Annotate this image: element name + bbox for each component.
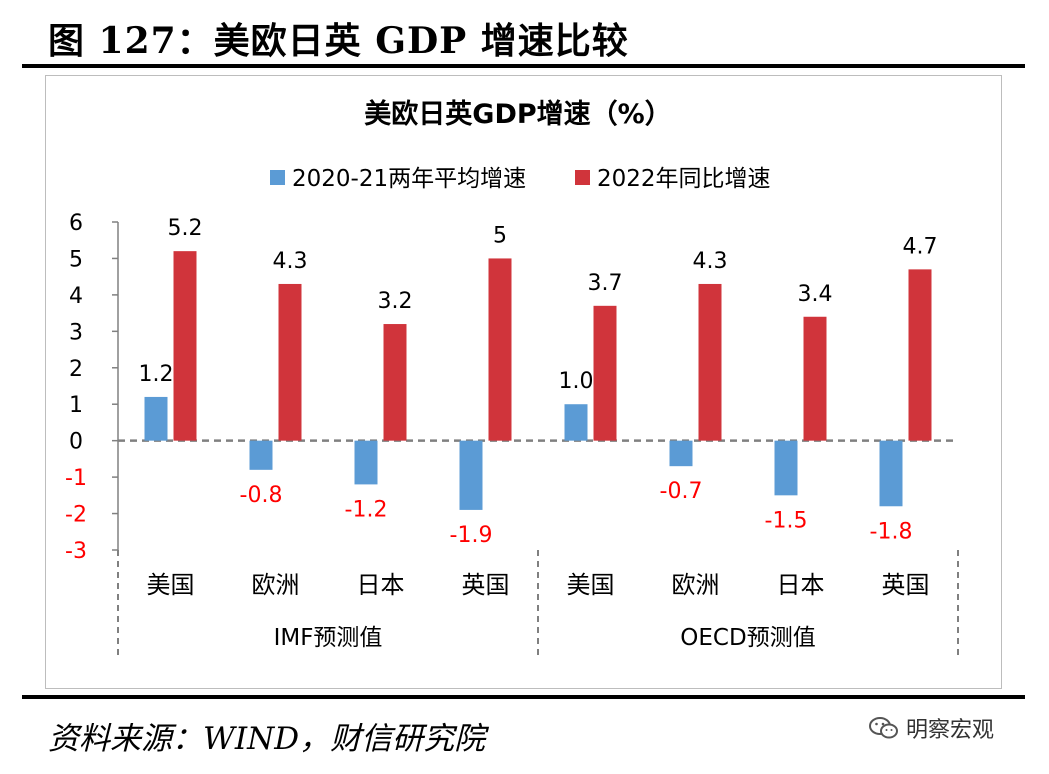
x-category-label: 日本 <box>777 571 825 599</box>
data-label: 4.7 <box>903 234 938 259</box>
y-tick-label: 3 <box>69 320 83 345</box>
x-category-label: 欧洲 <box>252 571 300 599</box>
bar-series2 <box>803 316 827 441</box>
bar-series1 <box>564 404 588 441</box>
y-tick-label: 1 <box>69 393 83 418</box>
x-category-label: 美国 <box>147 571 195 599</box>
data-label: -1.9 <box>450 523 493 548</box>
data-label: 4.3 <box>273 249 308 274</box>
x-category-label: 英国 <box>462 571 510 599</box>
y-tick-label: -1 <box>65 466 87 491</box>
bar-series1 <box>879 440 903 507</box>
chart-title: 美欧日英GDP增速（%） <box>364 98 671 130</box>
data-label: 5.2 <box>168 216 203 241</box>
wechat-icon <box>869 717 898 739</box>
bars: 1.2 -0.8 -1.2 -1.9 1.0 -0.7 -1.5 -1.8 5.2 4.3 3.2 5… <box>139 216 938 548</box>
bar-series2 <box>278 283 302 441</box>
data-label: 1.2 <box>139 362 174 387</box>
x-category-label: 英国 <box>882 571 930 599</box>
y-tick-label: -2 <box>65 503 87 528</box>
legend-label-series1: 2020-21两年平均增速 <box>292 166 526 192</box>
data-label: -1.8 <box>870 519 913 544</box>
y-tick-label: 4 <box>69 284 83 309</box>
y-tick-label: 2 <box>69 357 83 382</box>
bar-series1 <box>144 396 168 441</box>
watermark-text: 明察宏观 <box>906 718 995 743</box>
legend-label-series2: 2022年同比增速 <box>597 166 771 192</box>
x-category-label: 美国 <box>567 571 615 599</box>
y-tick-label: 0 <box>69 430 83 455</box>
y-tick-label: -3 <box>65 539 87 564</box>
source-note: 资料来源：WIND，财信研究院 <box>48 721 486 757</box>
bar-series2 <box>173 251 197 441</box>
x-category-label: 欧洲 <box>672 571 720 599</box>
bar-series2 <box>383 324 407 441</box>
bar-series2 <box>698 283 722 441</box>
bar-series2 <box>908 269 932 441</box>
data-label: -0.7 <box>660 479 703 504</box>
chart-frame <box>45 75 1002 689</box>
x-group-label: IMF预测值 <box>274 625 383 651</box>
y-tick-label: 5 <box>69 247 83 272</box>
data-label: -1.5 <box>765 508 808 533</box>
legend-swatch-series1 <box>270 170 285 185</box>
data-label: 3.4 <box>798 282 833 307</box>
data-label: 4.3 <box>693 249 728 274</box>
data-label: 3.2 <box>378 289 413 314</box>
data-label: -1.2 <box>345 497 388 522</box>
bar-series2 <box>488 258 512 441</box>
data-label: 5 <box>493 223 507 248</box>
bar-series1 <box>354 440 378 485</box>
data-label: 3.7 <box>588 271 623 296</box>
data-label: -0.8 <box>240 483 283 508</box>
bar-series2 <box>593 305 617 441</box>
figure-title: 图 127：美欧日英 GDP 增速比较 <box>48 20 629 62</box>
watermark: 明察宏观 <box>868 712 994 744</box>
legend-swatch-series2 <box>575 170 590 185</box>
x-axis: 美国 欧洲 日本 英国 美国 欧洲 日本 英国 IMF预测值 OECD预测值 <box>117 550 959 660</box>
x-category-label: 日本 <box>357 571 405 599</box>
bar-series1 <box>459 440 483 510</box>
bottom-rule <box>22 695 1025 699</box>
x-group-label: OECD预测值 <box>680 625 815 651</box>
y-tick-label: 6 <box>69 211 83 236</box>
data-label: 1.0 <box>559 369 594 394</box>
bar-series1 <box>669 440 693 467</box>
bar-series1 <box>774 440 798 496</box>
bar-series1 <box>249 440 273 470</box>
top-rule <box>22 64 1025 68</box>
